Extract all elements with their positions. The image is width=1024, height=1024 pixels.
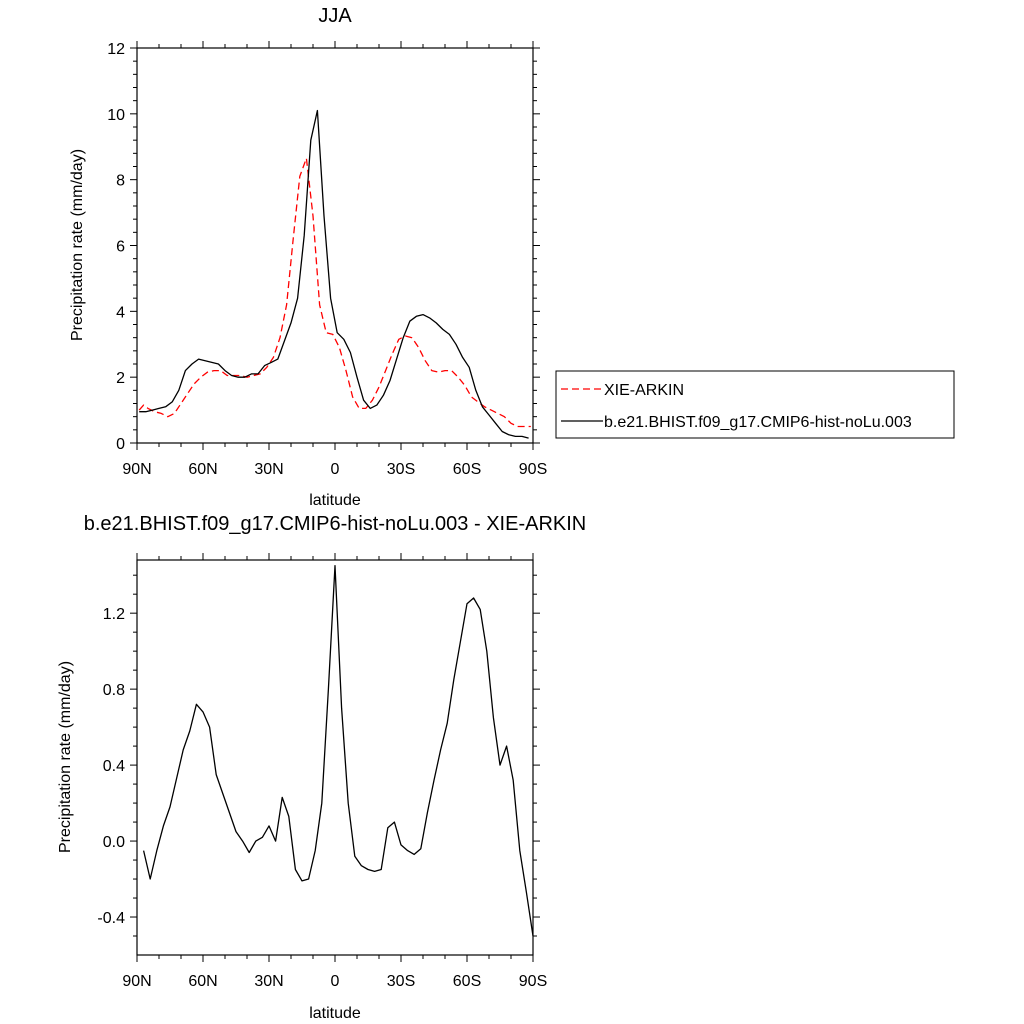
legend-label-model: b.e21.BHIST.f09_g17.CMIP6-hist-noLu.003 bbox=[604, 414, 912, 431]
y-tick-label: 0.4 bbox=[103, 758, 125, 775]
y-tick-label: 4 bbox=[116, 304, 125, 321]
x-tick-label: 30S bbox=[387, 973, 415, 990]
top-axis-ticks bbox=[130, 41, 540, 450]
y-tick-label: 6 bbox=[116, 239, 125, 256]
x-tick-label: 0 bbox=[331, 973, 340, 990]
x-tick-label: 90S bbox=[519, 461, 547, 478]
top-series-group bbox=[138, 109, 531, 439]
y-tick-label: 0.8 bbox=[103, 682, 125, 699]
x-tick-label: 90S bbox=[519, 973, 547, 990]
y-tick-label: -0.4 bbox=[97, 910, 125, 927]
x-tick-label: 90N bbox=[122, 973, 151, 990]
bottom-x-axis-label: latitude bbox=[309, 1005, 361, 1022]
x-tick-label: 0 bbox=[331, 461, 340, 478]
bottom-panel: b.e21.BHIST.f09_g17.CMIP6-hist-noLu.003 … bbox=[57, 513, 586, 1022]
legend-label-xie-arkin: XIE-ARKIN bbox=[604, 382, 684, 399]
y-tick-label: 12 bbox=[107, 41, 125, 58]
series-line-xie-arkin bbox=[138, 157, 531, 428]
bottom-chart-title: b.e21.BHIST.f09_g17.CMIP6-hist-noLu.003 … bbox=[84, 513, 586, 535]
x-tick-label: 30N bbox=[254, 973, 283, 990]
series-line-difference bbox=[142, 565, 534, 937]
y-tick-label: 8 bbox=[116, 173, 125, 190]
top-chart-title: JJA bbox=[318, 5, 352, 27]
bottom-plot-frame bbox=[136, 559, 534, 956]
bottom-axis-ticks bbox=[130, 553, 540, 962]
y-tick-label: 0.0 bbox=[103, 834, 125, 851]
top-panel: JJA 0 2 4 6 8 10 12 90N 60N 30N 0 30S 60S 90S latitu… bbox=[69, 5, 955, 509]
x-tick-label: 60S bbox=[453, 461, 481, 478]
x-tick-label: 30S bbox=[387, 461, 415, 478]
x-tick-label: 60N bbox=[188, 973, 217, 990]
legend: XIE-ARKIN b.e21.BHIST.f09_g17.CMIP6-hist… bbox=[555, 370, 955, 439]
top-x-axis-label: latitude bbox=[309, 492, 361, 509]
x-tick-label: 90N bbox=[122, 461, 151, 478]
series-line-b-e21-bhist-f09-g17-cmip6-hist-nolu-003 bbox=[139, 109, 529, 439]
bottom-series-group bbox=[142, 565, 534, 937]
y-tick-label: 10 bbox=[107, 107, 125, 124]
x-tick-label: 30N bbox=[254, 461, 283, 478]
bottom-y-axis-label: Precipitation rate (mm/day) bbox=[57, 661, 74, 853]
top-x-tick-labels: 90N 60N 30N 0 30S 60S 90S bbox=[122, 461, 547, 478]
legend-box bbox=[555, 370, 955, 439]
y-tick-label: 2 bbox=[116, 370, 125, 387]
x-tick-label: 60N bbox=[188, 461, 217, 478]
bottom-y-tick-labels: -0.4 0.0 0.4 0.8 1.2 bbox=[97, 606, 125, 927]
bottom-x-tick-labels: 90N 60N 30N 0 30S 60S 90S bbox=[122, 973, 547, 990]
y-tick-label: 0 bbox=[116, 436, 125, 453]
top-y-tick-labels: 0 2 4 6 8 10 12 bbox=[107, 41, 125, 453]
top-y-axis-label: Precipitation rate (mm/day) bbox=[69, 149, 86, 341]
x-tick-label: 60S bbox=[453, 973, 481, 990]
y-tick-label: 1.2 bbox=[103, 606, 125, 623]
